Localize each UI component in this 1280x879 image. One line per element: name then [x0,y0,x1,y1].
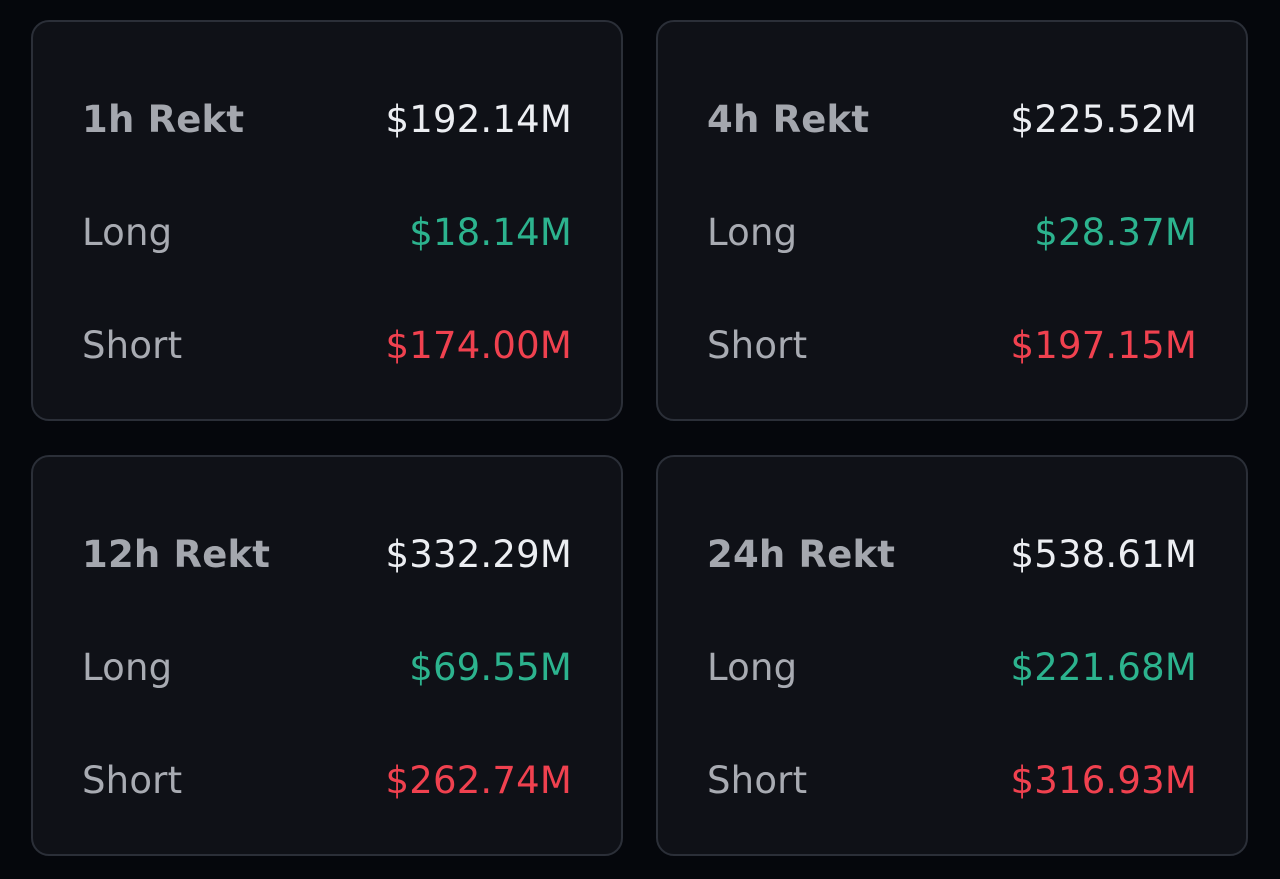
short-row: Short $174.00M [82,320,572,370]
short-label: Short [707,323,808,367]
long-label: Long [82,645,173,689]
rekt-total-row: 1h Rekt $192.14M [82,94,572,144]
rekt-total-value: $192.14M [385,97,572,141]
rekt-total-row: 24h Rekt $538.61M [707,529,1197,579]
rekt-total-row: 12h Rekt $332.29M [82,529,572,579]
long-row: Long $221.68M [707,642,1197,692]
rekt-card-24h: 24h Rekt $538.61M Long $221.68M Short $3… [656,455,1248,856]
long-value: $28.37M [1034,210,1197,254]
rekt-card-12h: 12h Rekt $332.29M Long $69.55M Short $26… [31,455,623,856]
rekt-total-value: $332.29M [385,532,572,576]
rekt-card-1h: 1h Rekt $192.14M Long $18.14M Short $174… [31,20,623,421]
short-row: Short $316.93M [707,755,1197,805]
long-value: $221.68M [1010,645,1197,689]
long-value: $18.14M [409,210,572,254]
long-label: Long [82,210,173,254]
rekt-total-value: $225.52M [1010,97,1197,141]
short-row: Short $197.15M [707,320,1197,370]
rekt-period-title: 4h Rekt [707,97,870,141]
rekt-total-value: $538.61M [1010,532,1197,576]
short-label: Short [82,323,183,367]
short-label: Short [82,758,183,802]
short-value: $197.15M [1010,323,1197,367]
long-row: Long $28.37M [707,207,1197,257]
long-value: $69.55M [409,645,572,689]
rekt-period-title: 1h Rekt [82,97,245,141]
long-row: Long $18.14M [82,207,572,257]
long-label: Long [707,645,798,689]
rekt-period-title: 24h Rekt [707,532,896,576]
long-row: Long $69.55M [82,642,572,692]
long-label: Long [707,210,798,254]
short-value: $262.74M [385,758,572,802]
short-row: Short $262.74M [82,755,572,805]
short-label: Short [707,758,808,802]
rekt-card-4h: 4h Rekt $225.52M Long $28.37M Short $197… [656,20,1248,421]
short-value: $316.93M [1010,758,1197,802]
rekt-period-title: 12h Rekt [82,532,271,576]
short-value: $174.00M [385,323,572,367]
rekt-total-row: 4h Rekt $225.52M [707,94,1197,144]
